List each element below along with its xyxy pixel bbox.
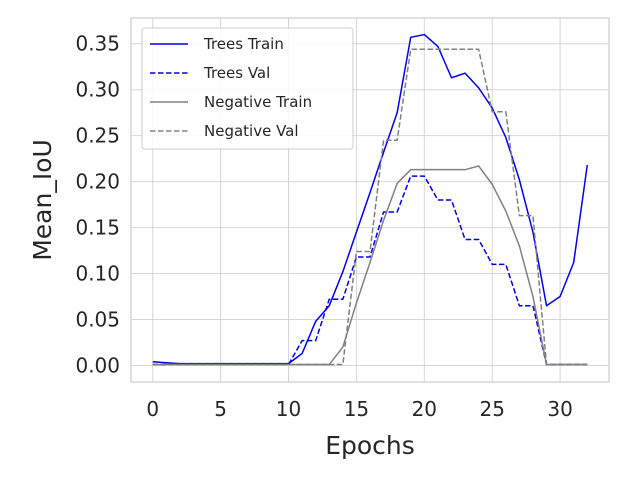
y-tick-label: 0.30 <box>75 78 120 102</box>
legend-label: Negative Val <box>204 122 299 140</box>
x-axis-label: Epochs <box>325 431 415 460</box>
x-tick-label: 20 <box>412 397 437 421</box>
tick-labels: 0 5 10 15 20 25 30 0.00 0.05 0.10 0.15 0.20 0.25 0.30… <box>75 32 572 421</box>
y-tick-label: 0.10 <box>75 262 120 286</box>
y-tick-label: 0.00 <box>75 353 120 377</box>
x-tick-label: 25 <box>479 397 504 421</box>
legend-label: Trees Train <box>203 35 284 53</box>
x-tick-label: 0 <box>146 397 159 421</box>
x-tick-label: 10 <box>276 397 301 421</box>
legend-label: Negative Train <box>204 93 312 111</box>
series-line-trees-train <box>152 33 589 365</box>
y-tick-label: 0.35 <box>75 32 120 56</box>
x-tick-label: 15 <box>344 397 369 421</box>
series-lines <box>152 33 589 366</box>
legend-box <box>141 27 354 150</box>
legend: Trees Train Trees Val Negative Train Negati… <box>141 27 354 150</box>
gridlines <box>131 18 609 382</box>
y-axis-label: Mean_IoU <box>28 139 57 261</box>
y-tick-label: 0.15 <box>75 216 120 240</box>
x-tick-label: 30 <box>547 397 572 421</box>
x-tick-label: 5 <box>214 397 227 421</box>
y-tick-label: 0.25 <box>75 124 120 148</box>
legend-label: Trees Val <box>203 64 270 82</box>
y-tick-label: 0.05 <box>75 307 120 331</box>
series-line-negative-val <box>152 48 588 366</box>
y-tick-label: 0.20 <box>75 170 120 194</box>
